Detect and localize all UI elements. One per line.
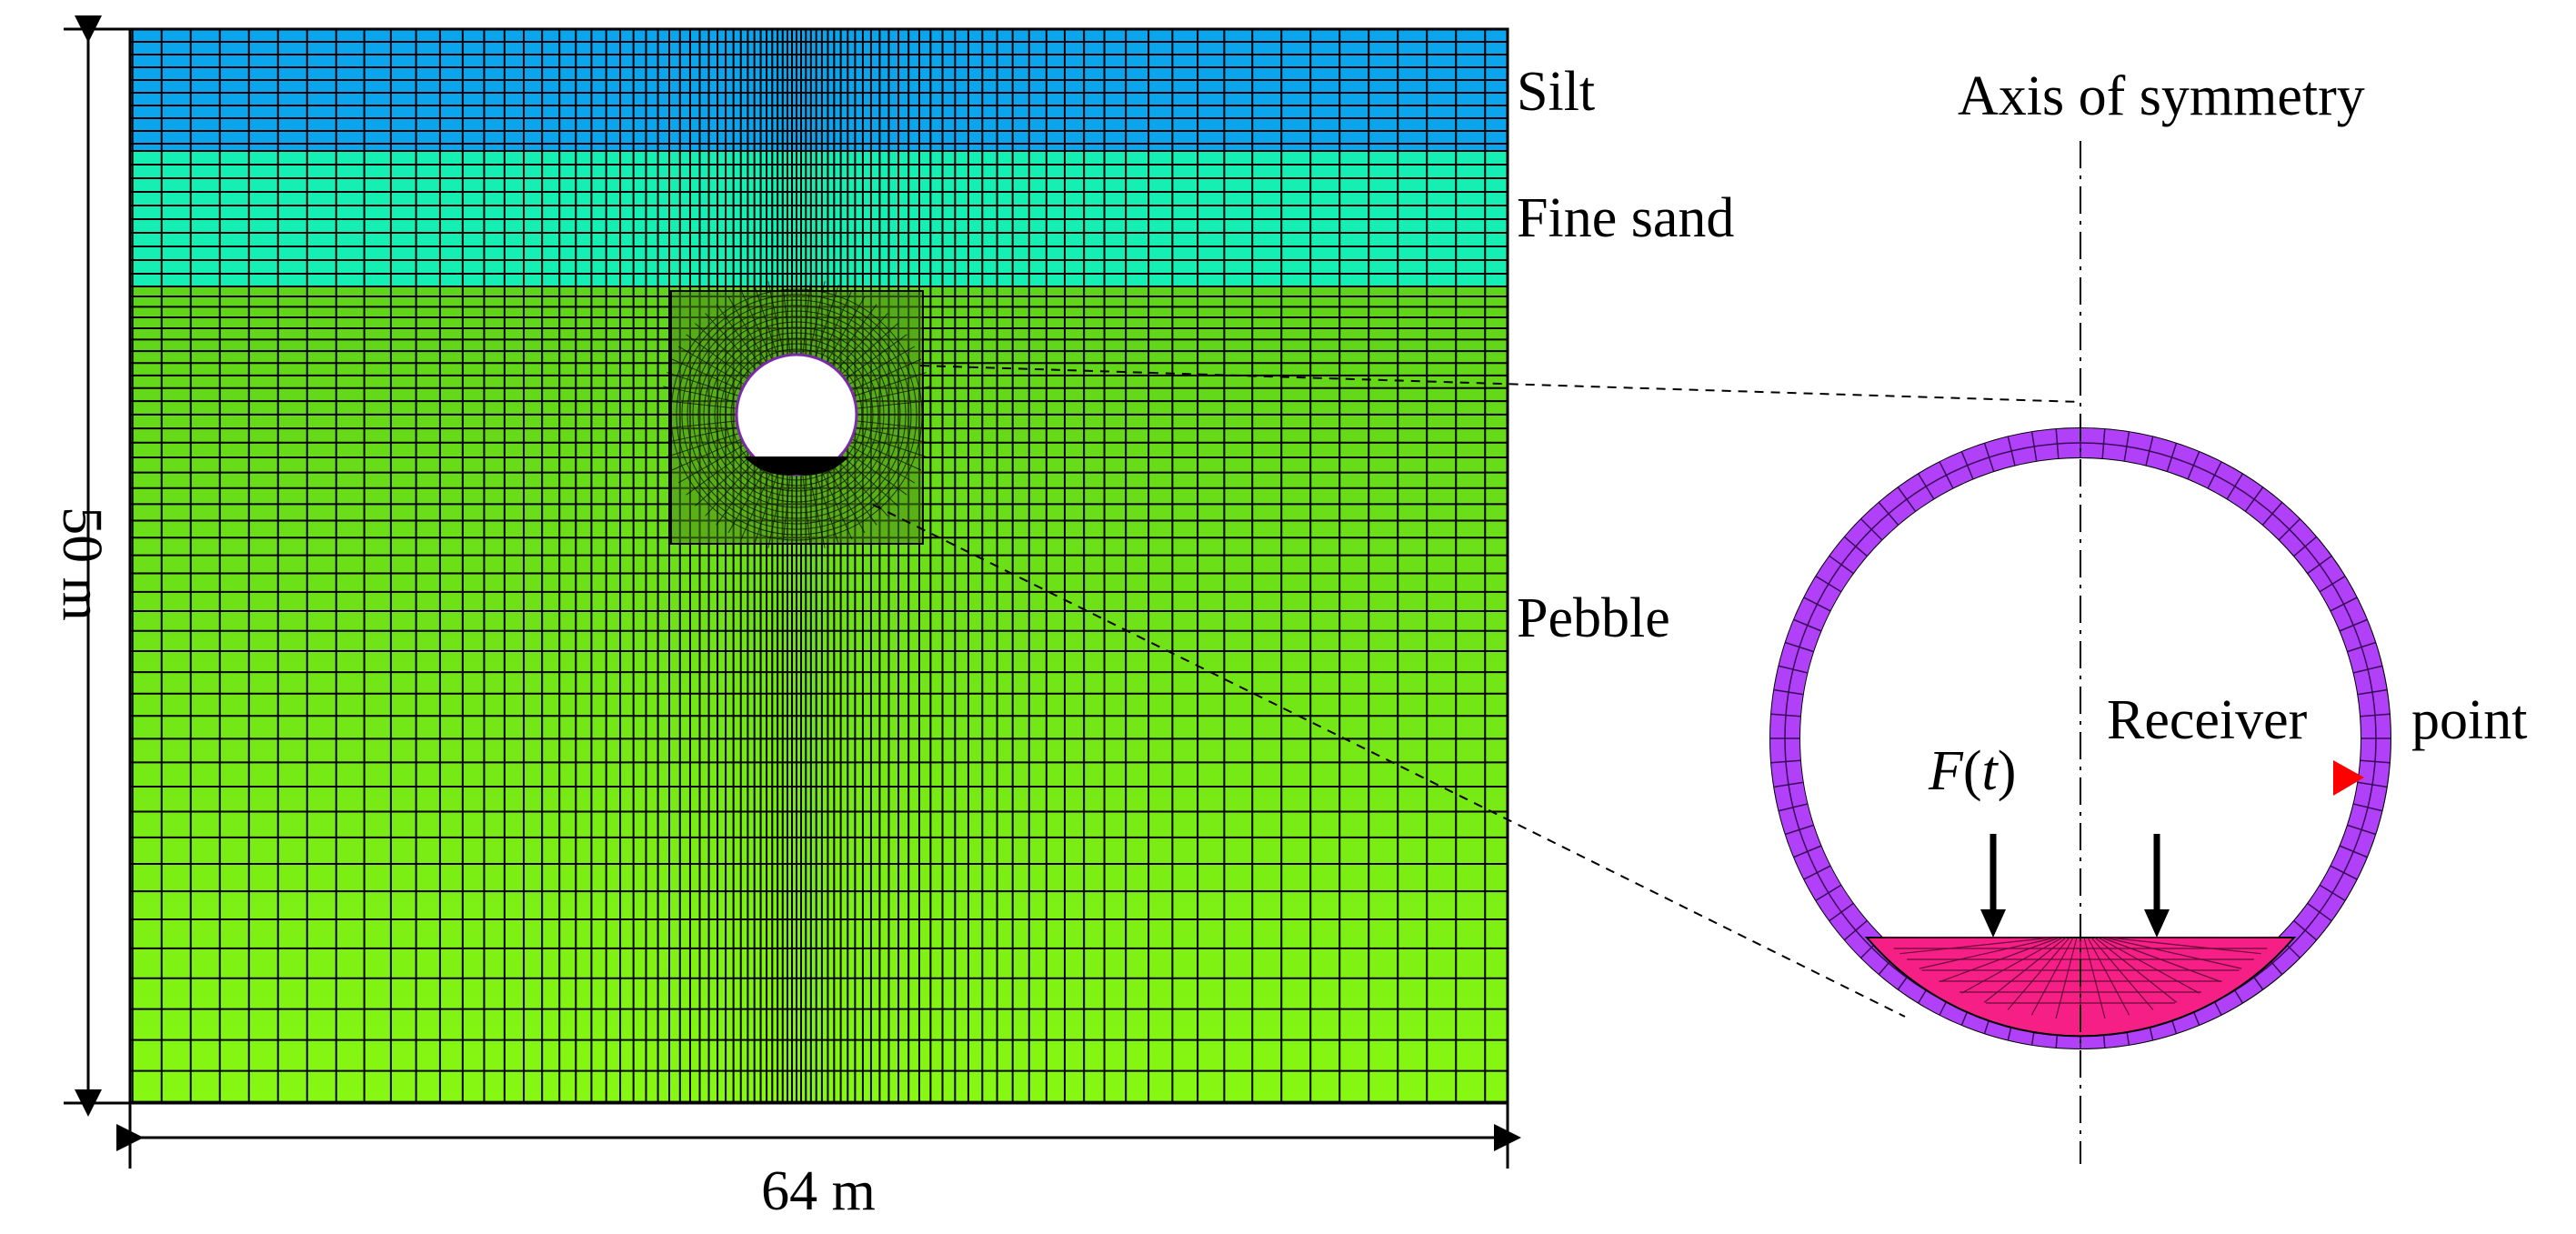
zoom-leader-lines: [872, 365, 2081, 1018]
soil-domain: [128, 27, 1509, 1105]
soil-domain-border: [128, 27, 1509, 1105]
height-dimension-label: 50 m: [51, 507, 113, 621]
height-dimension: [64, 15, 130, 1117]
width-dimension: [116, 1103, 1521, 1169]
load-arrows: [1990, 834, 2160, 917]
point-label: point: [2411, 689, 2527, 751]
receiver-label: Receiver: [2107, 689, 2308, 751]
symmetry-axis-label: Axis of symmetry: [1958, 65, 2365, 127]
red-triangle-icon: [2333, 760, 2364, 796]
tunnel-track-bed-small: [744, 456, 849, 476]
force-label: F(t): [1928, 740, 2016, 802]
pebble-label: Pebble: [1517, 587, 1670, 649]
lining-mesh: [1770, 428, 2391, 1048]
silt-label: Silt: [1517, 61, 1595, 123]
fine-sand-label: Fine sand: [1517, 187, 1734, 249]
refined-mesh-lines: [660, 278, 933, 551]
width-dimension-label: 64 m: [761, 1160, 876, 1222]
